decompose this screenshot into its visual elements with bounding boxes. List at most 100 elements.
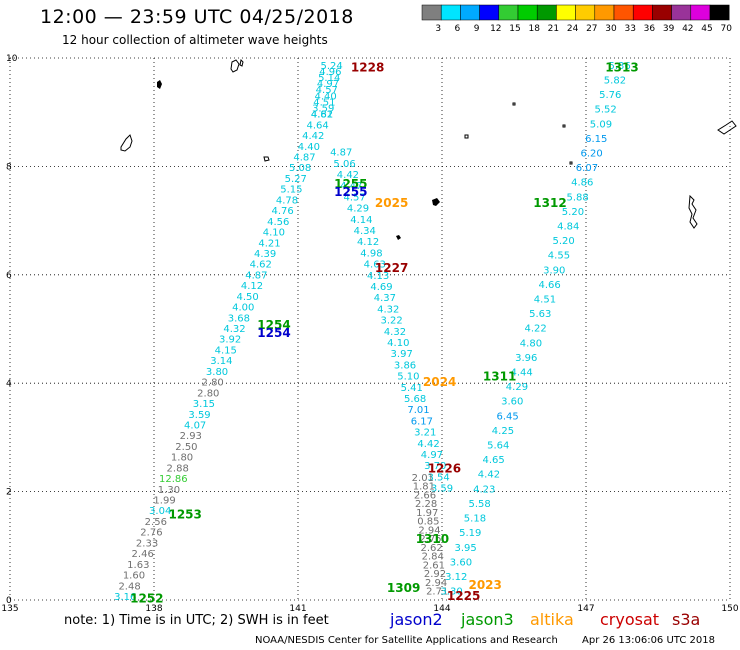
- pass-time-label: 1312: [533, 196, 566, 210]
- swh-value: 4.76: [272, 206, 294, 217]
- scale-swatch: [460, 4, 480, 21]
- swh-value: 3.92: [219, 335, 241, 346]
- swh-value: 6.07: [576, 163, 598, 174]
- swh-value: 2.50: [175, 442, 197, 453]
- swh-value: 4.32: [384, 327, 406, 338]
- pass-time-label: 1255: [334, 177, 367, 191]
- swh-value: 4.25: [492, 426, 514, 437]
- swh-value: 2.61: [423, 560, 445, 571]
- island-shape: [717, 120, 737, 135]
- swh-value: 4.37: [374, 293, 396, 304]
- swh-value: 2.76: [140, 528, 162, 539]
- swh-value: 3.80: [206, 367, 228, 378]
- swh-value: 4.57: [316, 85, 338, 96]
- scale-label: 27: [586, 24, 597, 34]
- scale-swatch: [671, 4, 692, 21]
- island-shape: [120, 134, 133, 152]
- scale-swatch: [652, 4, 672, 21]
- swh-value: 4.07: [184, 420, 206, 431]
- scale-swatch: [517, 4, 538, 21]
- swh-value: 6.15: [585, 134, 607, 145]
- swh-value: 4.78: [276, 195, 298, 206]
- y-tick-label: 10: [6, 54, 18, 64]
- swh-value: 5.52: [594, 105, 616, 116]
- swh-value: 4.97: [421, 450, 443, 461]
- swh-value: 4.10: [387, 338, 409, 349]
- scale-label: 45: [701, 24, 712, 34]
- island-shape: [464, 102, 573, 165]
- scale-label: 18: [528, 24, 540, 34]
- swh-value: 5.63: [529, 309, 551, 320]
- swh-value: 4.80: [520, 338, 542, 349]
- swh-value: 4.42: [417, 439, 439, 450]
- scale-swatch: [709, 4, 730, 21]
- swh-value: 2.56: [145, 517, 167, 528]
- swh-value: 2.92: [424, 569, 446, 580]
- scale-label: 6: [455, 24, 461, 34]
- axis-tick-labels: 135 138 141 144 147 150 0 2 4 6 8 10: [1, 54, 738, 614]
- swh-value: 4.51: [313, 97, 335, 108]
- swh-value: 3.54: [428, 472, 450, 483]
- credit-date: Apr 26 13:06:06 UTC 2018: [582, 635, 715, 646]
- swh-value: 5.64: [487, 441, 509, 452]
- swh-value: 4.87: [245, 270, 267, 281]
- pass-time-label: 2025: [375, 196, 408, 210]
- swh-value: 5.14: [318, 73, 340, 84]
- island-shape: [688, 194, 698, 229]
- swh-value: 2.48: [118, 581, 140, 592]
- swh-value: 3.60: [501, 397, 523, 408]
- swh-value: 12.86: [159, 474, 188, 485]
- pass-time-label: 1255: [334, 185, 367, 199]
- scale-swatch: [690, 4, 711, 21]
- pass-time-label: 1254: [257, 318, 290, 332]
- scale-label: 42: [682, 24, 693, 34]
- swh-value: 3.59: [312, 104, 334, 115]
- swh-value: 4.40: [298, 142, 320, 153]
- swh-value: 4.29: [347, 204, 369, 215]
- x-tick-label: 150: [721, 604, 738, 614]
- island-shape: [396, 235, 401, 240]
- scale-label: 33: [624, 24, 635, 34]
- swh-value: 1.97: [416, 508, 438, 519]
- swh-value: 2.62: [421, 543, 443, 554]
- pass-time-label: 1309: [387, 581, 420, 595]
- swh-value: 3.97: [391, 349, 413, 360]
- swh-value: 2.33: [136, 538, 158, 549]
- swh-value: 5.82: [604, 75, 626, 86]
- pass-time-label: 2023: [468, 578, 501, 592]
- scale-label: 15: [509, 24, 520, 34]
- swh-value: 4.29: [506, 382, 528, 393]
- scale-swatch: [594, 4, 615, 21]
- swh-value: 4.55: [548, 251, 570, 262]
- swh-value: 4.21: [258, 238, 280, 249]
- pass-time-label: 1227: [375, 261, 408, 275]
- swh-value: 4.57: [344, 192, 366, 203]
- swh-value: 4.42: [337, 170, 359, 181]
- swh-value: 3.21: [414, 428, 436, 439]
- altimeter-tracks: 3.162.481.601.632.462.332.762.563.041.99…: [114, 61, 631, 603]
- x-tick-label: 135: [1, 604, 18, 614]
- swh-value: 2.71: [426, 587, 448, 598]
- swh-value: 2.93: [180, 431, 202, 442]
- swh-value: 4.66: [538, 280, 560, 291]
- swh-value: 2.94: [425, 578, 447, 589]
- swh-value: 4.39: [254, 249, 276, 260]
- swh-value: 3.12: [445, 572, 467, 583]
- scale-label: 9: [474, 24, 480, 34]
- x-tick-label: 141: [289, 604, 306, 614]
- swh-value: 3.59: [431, 484, 453, 495]
- scale-swatch: [556, 4, 576, 21]
- swh-value: 3.90: [543, 265, 565, 276]
- scale-swatch: [440, 4, 461, 21]
- scale-swatch: [536, 4, 557, 21]
- legend-s3a: s3a: [672, 610, 701, 629]
- swh-value: 4.15: [215, 345, 237, 356]
- swh-value: 7.01: [407, 405, 429, 416]
- swh-value: 2.80: [197, 388, 219, 399]
- pass-time-label: 1252: [130, 592, 163, 606]
- scale-swatch: [421, 4, 442, 21]
- swh-value: 4.87: [330, 148, 352, 159]
- scale-label: 12: [490, 24, 501, 34]
